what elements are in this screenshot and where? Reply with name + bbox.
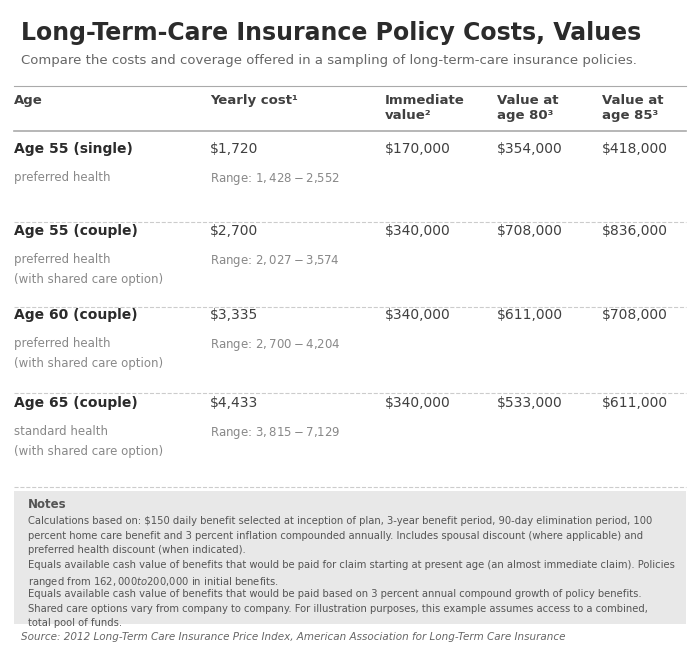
- Text: $3,335: $3,335: [210, 308, 258, 322]
- Text: Age 55 (single): Age 55 (single): [14, 142, 133, 156]
- Text: $611,000: $611,000: [602, 396, 668, 410]
- Text: Source: 2012 Long-Term Care Insurance Price Index, American Association for Long: Source: 2012 Long-Term Care Insurance Pr…: [21, 632, 566, 641]
- Text: preferred health: preferred health: [14, 171, 111, 185]
- Text: $340,000: $340,000: [385, 224, 451, 238]
- Text: Age 60 (couple): Age 60 (couple): [14, 308, 138, 322]
- Text: preferred health: preferred health: [14, 337, 111, 350]
- Text: (with shared care option): (with shared care option): [14, 357, 163, 370]
- Text: $1,720: $1,720: [210, 142, 258, 156]
- Text: Range: $1,428 - $2,552: Range: $1,428 - $2,552: [210, 171, 340, 187]
- Text: percent home care benefit and 3 percent inflation compounded annually. Includes : percent home care benefit and 3 percent …: [28, 531, 643, 541]
- Text: ranged from $162,000 to $200,000 in initial benefits.: ranged from $162,000 to $200,000 in init…: [28, 575, 279, 589]
- Text: $4,433: $4,433: [210, 396, 258, 410]
- FancyBboxPatch shape: [14, 491, 686, 624]
- Text: (with shared care option): (with shared care option): [14, 273, 163, 286]
- Text: $170,000: $170,000: [385, 142, 451, 156]
- Text: Yearly cost¹: Yearly cost¹: [210, 94, 298, 107]
- Text: $418,000: $418,000: [602, 142, 668, 156]
- Text: Calculations based on: $150 daily benefit selected at inception of plan, 3-year : Calculations based on: $150 daily benefi…: [28, 516, 652, 526]
- Text: standard health: standard health: [14, 425, 108, 438]
- Text: Notes: Notes: [28, 498, 66, 511]
- Text: $708,000: $708,000: [602, 308, 668, 322]
- Text: Value at
age 80³: Value at age 80³: [497, 94, 559, 122]
- Text: Age: Age: [14, 94, 43, 107]
- Text: Range: $3,815 - $7,129: Range: $3,815 - $7,129: [210, 425, 340, 441]
- Text: $836,000: $836,000: [602, 224, 668, 238]
- Text: $354,000: $354,000: [497, 142, 563, 156]
- Text: $708,000: $708,000: [497, 224, 563, 238]
- Text: Equals available cash value of benefits that would be paid for claim starting at: Equals available cash value of benefits …: [28, 560, 675, 570]
- Text: Immediate
value²: Immediate value²: [385, 94, 465, 122]
- Text: Range: $2,700 - $4,204: Range: $2,700 - $4,204: [210, 337, 340, 353]
- Text: (with shared care option): (with shared care option): [14, 445, 163, 458]
- Text: $340,000: $340,000: [385, 308, 451, 322]
- Text: Compare the costs and coverage offered in a sampling of long-term-care insurance: Compare the costs and coverage offered i…: [21, 54, 637, 68]
- Text: $340,000: $340,000: [385, 396, 451, 410]
- Text: $611,000: $611,000: [497, 308, 563, 322]
- Text: $533,000: $533,000: [497, 396, 563, 410]
- Text: Age 65 (couple): Age 65 (couple): [14, 396, 138, 410]
- Text: Value at
age 85³: Value at age 85³: [602, 94, 664, 122]
- Text: Long-Term-Care Insurance Policy Costs, Values: Long-Term-Care Insurance Policy Costs, V…: [21, 21, 641, 45]
- Text: Range: $2,027 - $3,574: Range: $2,027 - $3,574: [210, 253, 340, 269]
- Text: preferred health: preferred health: [14, 253, 111, 266]
- Text: $2,700: $2,700: [210, 224, 258, 238]
- Text: total pool of funds.: total pool of funds.: [28, 618, 122, 628]
- Text: Equals available cash value of benefits that would be paid based on 3 percent an: Equals available cash value of benefits …: [28, 589, 642, 599]
- Text: Shared care options vary from company to company. For illustration purposes, thi: Shared care options vary from company to…: [28, 604, 648, 614]
- Text: Age 55 (couple): Age 55 (couple): [14, 224, 138, 238]
- Text: preferred health discount (when indicated).: preferred health discount (when indicate…: [28, 545, 246, 555]
